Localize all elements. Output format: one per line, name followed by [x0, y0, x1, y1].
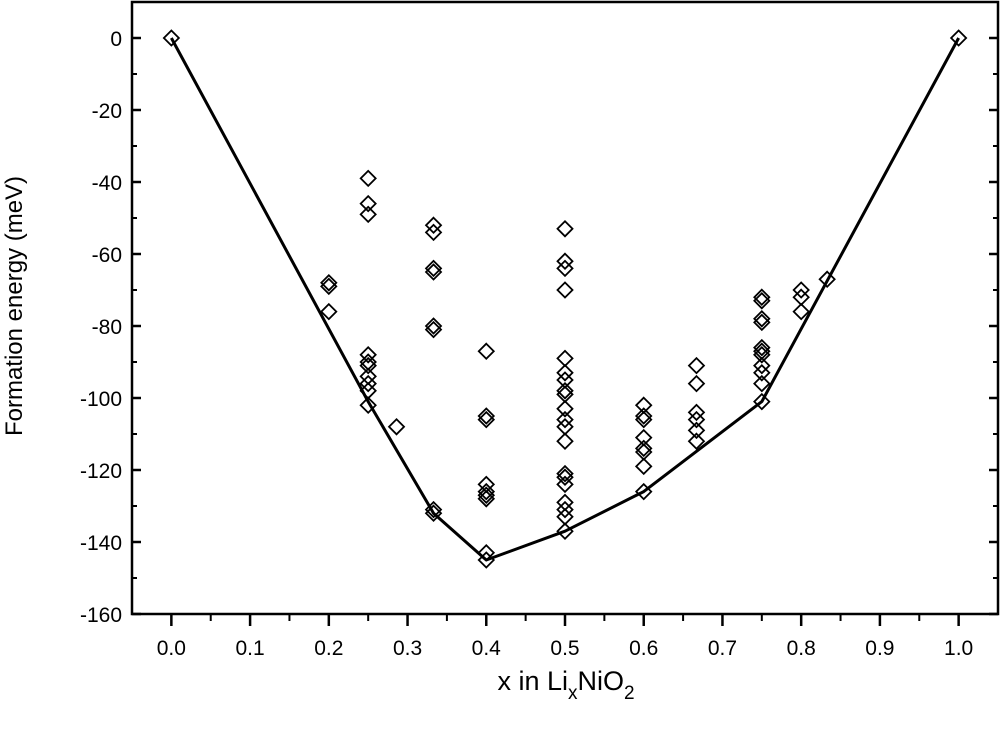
y-tick-label: -120: [80, 460, 122, 483]
data-point-diamond: [162, 29, 181, 47]
data-point-diamond: [359, 396, 377, 414]
data-point-diamond: [753, 313, 771, 332]
data-point-diamond: [320, 274, 338, 292]
x-tick-label: 0.5: [550, 637, 579, 660]
data-point-diamond: [634, 457, 653, 476]
data-point-diamond: [634, 410, 653, 429]
data-point-diamond: [556, 432, 574, 450]
y-tick-label: -60: [92, 244, 122, 267]
convex-hull-line: [170, 37, 960, 562]
data-point-diamond: [753, 356, 771, 375]
data-point-diamond: [424, 223, 443, 242]
data-point-diamond: [687, 421, 706, 440]
data-point-diamond: [949, 29, 968, 47]
data-point-diamond: [556, 382, 574, 400]
y-tick-label: 0: [110, 28, 122, 51]
data-point-diamond: [477, 410, 496, 429]
y-axis-title: Formation energy (meV): [1, 176, 28, 436]
x-tick-label: 0.1: [235, 637, 264, 660]
data-points: [162, 29, 968, 569]
data-point-diamond: [359, 169, 377, 188]
axis-ticks: [132, 36, 998, 626]
data-point-diamond: [556, 468, 574, 486]
data-point-diamond: [556, 259, 574, 278]
data-point-diamond: [477, 486, 496, 504]
data-point-diamond: [556, 364, 574, 382]
data-point-diamond: [556, 500, 574, 519]
data-point-diamond: [477, 490, 496, 508]
data-point-diamond: [687, 403, 706, 422]
data-point-diamond: [320, 302, 338, 321]
data-point-diamond: [359, 346, 377, 364]
data-point-diamond: [687, 356, 706, 375]
x-axis-title: x in LixNiO2: [497, 666, 634, 704]
data-point-diamond: [556, 410, 574, 429]
axis-tick-labels: 0.0 0.1 0.2 0.3 0.4 0.5 0.6 0.7 0.8 0.9 1.0 0 -20 -40…: [80, 28, 973, 660]
data-point-diamond: [477, 482, 496, 501]
data-point-diamond: [424, 317, 443, 335]
x-tick-label: 0.2: [314, 637, 343, 660]
y-tick-label: -40: [92, 172, 122, 195]
data-point-diamond: [792, 302, 810, 321]
data-point-diamond: [753, 346, 771, 364]
data-point-diamond: [359, 194, 377, 213]
x-axis-title-prefix: x in Li: [497, 666, 568, 696]
x-tick-label: 0.9: [865, 637, 894, 660]
data-point-diamond: [818, 270, 836, 288]
y-tick-label: -20: [92, 100, 122, 123]
y-tick-label: -100: [80, 388, 122, 411]
x-axis-title-sub1: x: [568, 683, 578, 704]
data-point-diamond: [477, 407, 496, 425]
x-tick-label: 0.4: [472, 637, 502, 660]
x-tick-label: 0.7: [708, 637, 737, 660]
data-point-diamond: [753, 338, 771, 357]
data-point-diamond: [556, 400, 574, 418]
data-point-diamond: [634, 407, 653, 425]
data-point-diamond: [753, 364, 771, 382]
x-tick-label: 0.3: [393, 637, 422, 660]
data-point-diamond: [753, 392, 771, 411]
data-point-diamond: [556, 349, 574, 368]
data-point-diamond: [556, 252, 574, 270]
data-point-diamond: [753, 288, 771, 306]
data-point-diamond: [687, 374, 706, 393]
data-point-diamond: [424, 259, 443, 278]
data-point-diamond: [687, 410, 706, 429]
x-tick-label: 0.6: [629, 637, 658, 660]
data-point-diamond: [753, 292, 771, 310]
data-point-diamond: [753, 374, 771, 393]
data-point-diamond: [424, 504, 443, 522]
data-point-diamond: [556, 281, 574, 299]
x-tick-label: 1.0: [944, 637, 973, 660]
y-tick-label: -140: [80, 532, 122, 555]
data-point-diamond: [556, 464, 574, 483]
data-point-diamond: [359, 374, 377, 393]
convex-hull: [170, 37, 960, 562]
x-axis-title-sub2: 2: [624, 683, 635, 704]
data-point-diamond: [359, 356, 377, 375]
x-tick-label: 0.8: [787, 637, 816, 660]
data-point-diamond: [320, 277, 338, 296]
data-point-diamond: [687, 432, 706, 450]
data-point-diamond: [634, 396, 653, 414]
data-point-diamond: [556, 475, 574, 494]
data-point-diamond: [387, 418, 406, 436]
data-point-diamond: [424, 320, 443, 339]
data-point-diamond: [477, 342, 496, 360]
data-point-diamond: [424, 263, 443, 281]
data-point-diamond: [424, 216, 443, 234]
x-axis-title-mid: NiO: [577, 666, 624, 696]
data-point-diamond: [634, 428, 653, 447]
data-point-diamond: [556, 220, 574, 238]
data-point-diamond: [359, 205, 377, 224]
data-point-diamond: [634, 439, 653, 458]
y-tick-label: -160: [80, 604, 122, 627]
data-point-diamond: [792, 281, 810, 299]
y-tick-label: -80: [92, 316, 122, 339]
data-point-diamond: [753, 310, 771, 328]
x-tick-label: 0.0: [157, 637, 186, 660]
plot-frame: [130, 0, 1000, 616]
